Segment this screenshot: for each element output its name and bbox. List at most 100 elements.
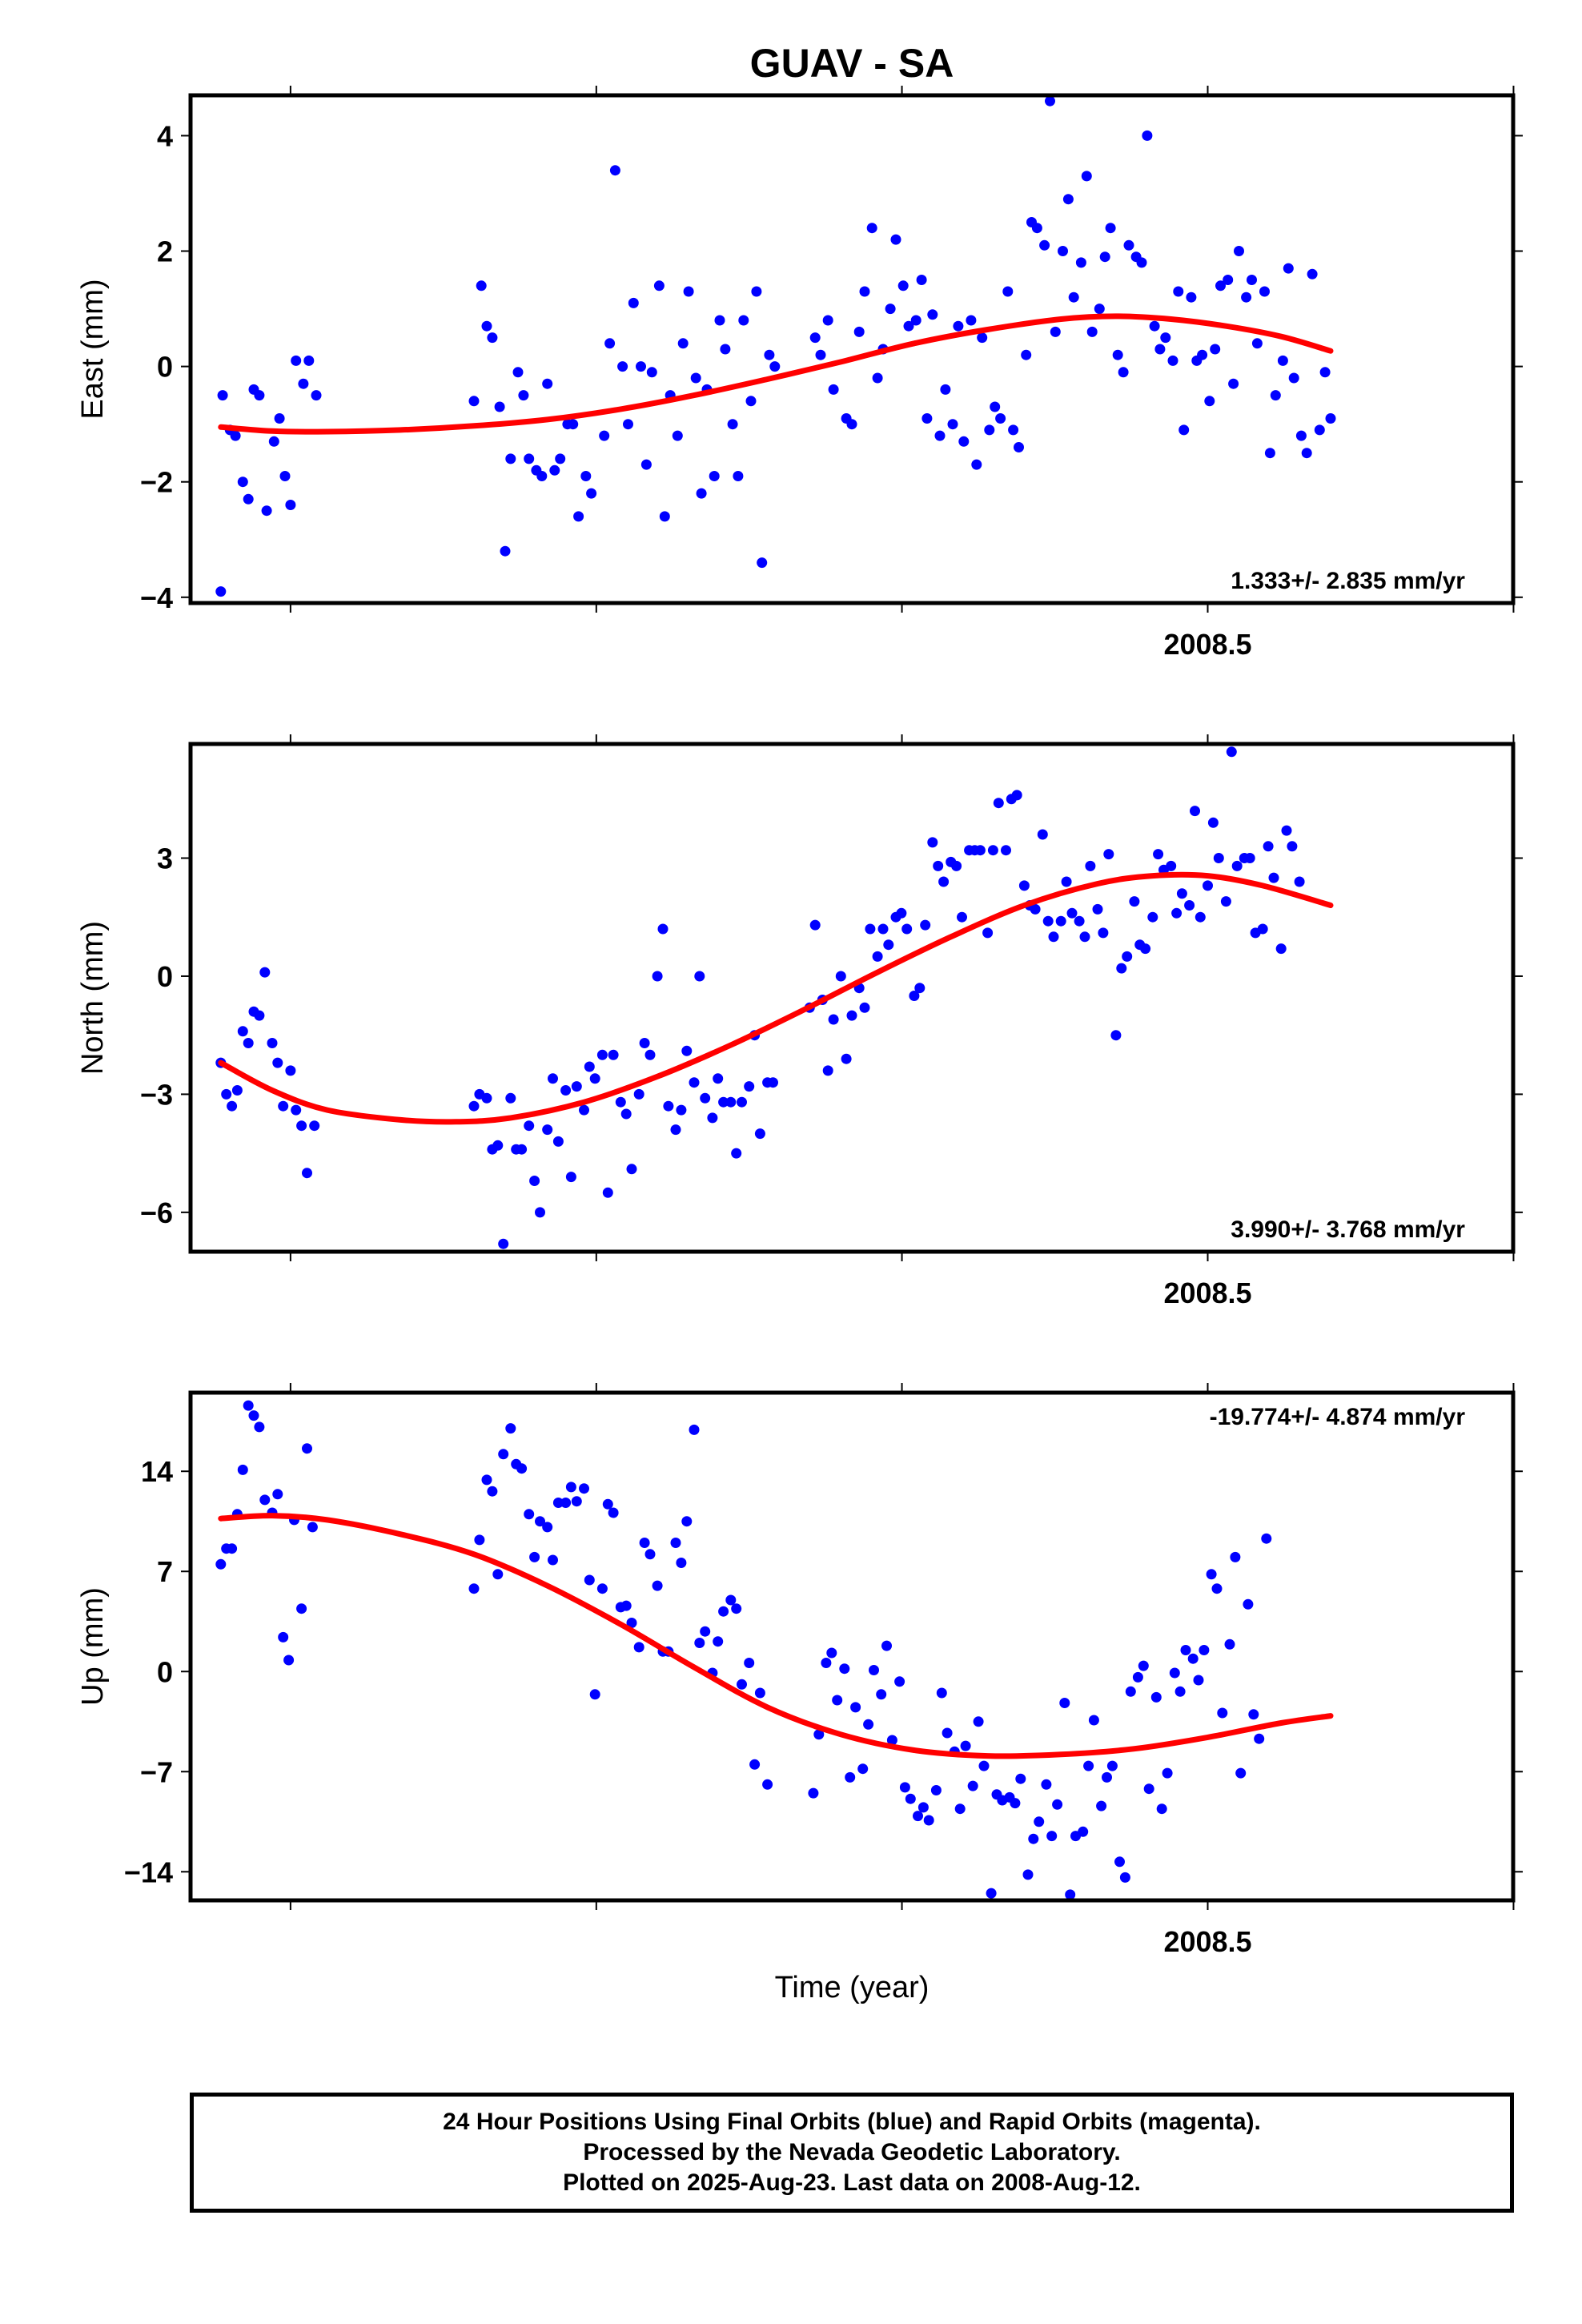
data-point bbox=[899, 1782, 910, 1793]
data-point bbox=[1042, 915, 1054, 927]
data-point bbox=[1223, 275, 1234, 285]
data-point bbox=[571, 1496, 582, 1507]
data-point bbox=[973, 1716, 984, 1727]
data-point bbox=[1203, 880, 1213, 891]
data-point bbox=[1294, 876, 1305, 887]
data-point bbox=[987, 845, 998, 856]
data-point bbox=[1114, 1856, 1125, 1868]
y-tick-label: 0 bbox=[157, 1655, 173, 1688]
data-point bbox=[254, 1010, 265, 1021]
data-point bbox=[936, 1687, 947, 1699]
data-point bbox=[709, 471, 720, 481]
data-point bbox=[1001, 845, 1011, 856]
data-point bbox=[492, 1569, 504, 1580]
data-point bbox=[1153, 849, 1164, 860]
y-tick-label: 4 bbox=[157, 119, 173, 152]
data-point bbox=[1061, 876, 1072, 887]
data-point bbox=[896, 907, 907, 919]
plot-frame bbox=[188, 742, 1516, 1254]
data-point bbox=[279, 471, 291, 481]
data-point bbox=[815, 349, 826, 360]
y-tick-label: −3 bbox=[140, 1078, 173, 1111]
data-point bbox=[1195, 911, 1206, 923]
data-point bbox=[659, 511, 670, 522]
y-tick-label: −7 bbox=[140, 1755, 173, 1788]
data-point bbox=[549, 464, 560, 476]
data-point bbox=[512, 367, 524, 378]
y-tick-label: 0 bbox=[157, 351, 173, 384]
data-point bbox=[529, 1551, 540, 1562]
data-point bbox=[821, 1658, 832, 1668]
data-point bbox=[1166, 860, 1177, 871]
data-point bbox=[272, 1057, 283, 1068]
data-point bbox=[243, 1400, 254, 1411]
data-point bbox=[644, 1549, 656, 1560]
data-point bbox=[853, 326, 865, 337]
data-point bbox=[1301, 448, 1312, 459]
y-axis-label: East (mm) bbox=[76, 279, 110, 419]
data-point bbox=[762, 1779, 773, 1790]
data-point bbox=[1264, 448, 1275, 459]
data-point bbox=[1190, 806, 1200, 817]
plot-frame bbox=[188, 1390, 1516, 1903]
rate-label: 3.990+/- 3.768 mm/yr bbox=[1231, 1216, 1465, 1243]
data-point bbox=[492, 1140, 504, 1151]
data-point bbox=[1074, 915, 1085, 927]
data-point bbox=[248, 1410, 259, 1421]
data-point bbox=[227, 1100, 238, 1112]
data-point bbox=[602, 1187, 613, 1198]
y-tick-label: 3 bbox=[157, 842, 173, 875]
data-point bbox=[481, 320, 492, 332]
data-point bbox=[1314, 424, 1325, 436]
data-point bbox=[1206, 1569, 1217, 1580]
data-point bbox=[1160, 332, 1171, 344]
data-point bbox=[1180, 1645, 1191, 1655]
data-point bbox=[754, 1687, 765, 1699]
data-point bbox=[640, 459, 652, 470]
data-point bbox=[505, 1092, 516, 1104]
data-point bbox=[725, 1594, 737, 1606]
data-point bbox=[727, 419, 738, 430]
data-point bbox=[676, 1558, 687, 1568]
data-point bbox=[1102, 1771, 1112, 1783]
y-tick-label: 0 bbox=[157, 960, 173, 993]
data-point bbox=[1021, 349, 1032, 360]
data-point bbox=[278, 1631, 289, 1642]
data-point bbox=[694, 1638, 705, 1648]
data-point bbox=[934, 430, 946, 441]
data-point bbox=[1052, 1799, 1063, 1810]
data-point bbox=[529, 1176, 540, 1186]
data-point bbox=[311, 390, 322, 401]
data-point bbox=[951, 860, 962, 871]
data-point bbox=[1187, 1653, 1199, 1664]
data-point bbox=[1136, 257, 1147, 268]
data-point bbox=[573, 511, 584, 522]
data-point bbox=[1094, 304, 1105, 315]
data-point bbox=[700, 1092, 711, 1104]
data-point bbox=[1277, 355, 1288, 366]
data-point bbox=[298, 378, 309, 389]
data-point bbox=[1186, 292, 1197, 303]
data-point bbox=[1287, 841, 1298, 852]
data-point bbox=[516, 1144, 528, 1155]
data-point bbox=[689, 1424, 700, 1435]
data-point bbox=[901, 923, 913, 935]
data-point bbox=[602, 1498, 613, 1510]
data-point bbox=[905, 1793, 916, 1804]
data-point bbox=[689, 1077, 700, 1088]
data-point bbox=[604, 338, 616, 349]
data-point bbox=[850, 1702, 861, 1713]
data-point bbox=[1211, 1583, 1223, 1594]
data-point bbox=[990, 401, 1001, 412]
data-point bbox=[596, 1583, 608, 1594]
data-point bbox=[243, 493, 254, 505]
data-point bbox=[1122, 951, 1133, 962]
data-point bbox=[1010, 1798, 1021, 1809]
data-point bbox=[500, 545, 511, 557]
data-point bbox=[230, 430, 241, 441]
data-point bbox=[974, 845, 986, 856]
data-point bbox=[670, 1538, 681, 1548]
data-point bbox=[718, 1606, 729, 1617]
data-point bbox=[586, 488, 597, 499]
